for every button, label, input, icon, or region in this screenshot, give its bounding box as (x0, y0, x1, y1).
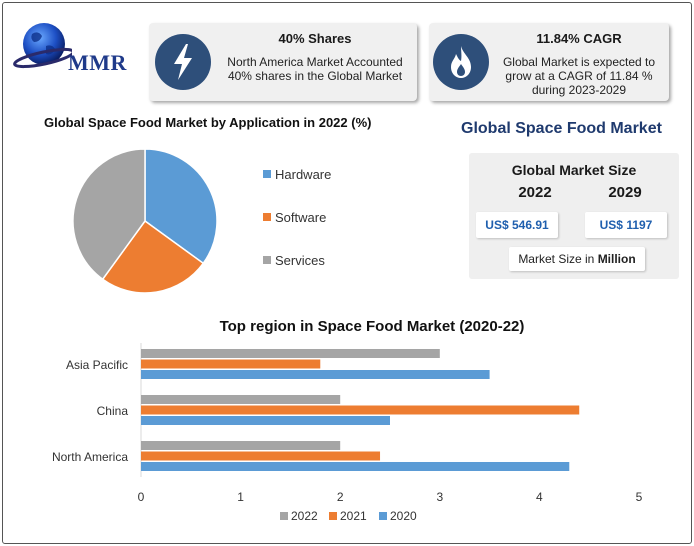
legend-swatch (263, 213, 271, 221)
bar-asia-pacific-2020 (141, 370, 490, 379)
x-tick-label: 3 (436, 490, 443, 504)
pie-slice-hardware (144, 148, 218, 265)
year-2022: 2022 (518, 184, 552, 201)
bar-north-america-2022 (141, 441, 341, 450)
legend-item-hardware: Hardware (263, 167, 331, 182)
cagr-text-line3: during 2023-2029 (531, 83, 627, 97)
cagr-text-line1: Global Market is expected to (502, 55, 656, 69)
shares-card: 40% Shares North America Market Accounte… (149, 23, 417, 101)
cagr-text-line2: grow at a CAGR of 11.84 % (505, 69, 653, 83)
shares-text-line1: North America Market Accounted (227, 55, 403, 69)
legend-label: 2021 (340, 509, 367, 523)
year-2029: 2029 (608, 184, 642, 201)
category-label: China (97, 404, 129, 418)
pie-slice-software (101, 219, 205, 294)
market-size-panel: Global Market Size 2022 2029 US$ 546.91 … (469, 153, 679, 279)
value-2022: US$ 546.91 (476, 212, 558, 238)
cagr-title: 11.84% CAGR (536, 31, 622, 46)
legend-label: Software (275, 210, 327, 225)
bar-north-america-2020 (141, 462, 570, 471)
x-tick-label: 0 (138, 490, 145, 504)
bar-asia-pacific-2022 (141, 349, 440, 358)
category-label: Asia Pacific (66, 358, 128, 372)
globe-icon (13, 23, 75, 69)
mmr-logo: MMR (12, 16, 142, 78)
x-tick-label: 2 (337, 490, 344, 504)
pie-chart-title: Global Space Food Market by Application … (44, 115, 372, 130)
bar-north-america-2021 (141, 451, 381, 461)
legend-swatch (329, 512, 337, 520)
x-tick-label: 4 (536, 490, 543, 504)
legend-label: Hardware (275, 167, 332, 182)
bar-china-2022 (141, 395, 341, 404)
category-label: North America (52, 450, 128, 464)
bar-chart-title: Top region in Space Food Market (2020-22… (219, 318, 525, 335)
legend-swatch (280, 512, 288, 520)
bar-chart: Asia Pacific China North America 0 1 2 3 4 5 2022… (52, 343, 643, 523)
lightning-icon (155, 34, 211, 90)
shares-title: 40% Shares (278, 31, 352, 46)
pie-chart (72, 148, 218, 294)
unit-bold: Million (597, 252, 636, 266)
pie-slice-services (72, 148, 146, 281)
shares-text-line2: 40% shares in the Global Market (227, 69, 403, 83)
legend-label: Services (275, 253, 325, 268)
flame-icon (433, 34, 489, 90)
bar-china-2020 (141, 416, 390, 425)
cagr-card: 11.84% CAGR Global Market is expected to… (429, 23, 669, 101)
legend-item-services: Services (263, 253, 325, 268)
market-size-unit: Market Size in Million (509, 247, 645, 271)
legend-swatch (263, 170, 271, 178)
legend-item-software: Software (263, 210, 326, 225)
bar-china-2021 (141, 405, 580, 415)
legend-label: 2022 (291, 509, 318, 523)
value-2029: US$ 1197 (585, 212, 667, 238)
legend-swatch (263, 256, 271, 264)
x-tick-label: 5 (636, 490, 643, 504)
x-tick-label: 1 (237, 490, 244, 504)
bar-asia-pacific-2021 (141, 359, 321, 369)
unit-prefix: Market Size in (518, 252, 595, 266)
legend-label: 2020 (390, 509, 417, 523)
logo-text: MMR (68, 50, 127, 75)
market-size-title: Global Market Size (511, 162, 637, 178)
main-title: Global Space Food Market (461, 120, 662, 137)
legend-swatch (379, 512, 387, 520)
